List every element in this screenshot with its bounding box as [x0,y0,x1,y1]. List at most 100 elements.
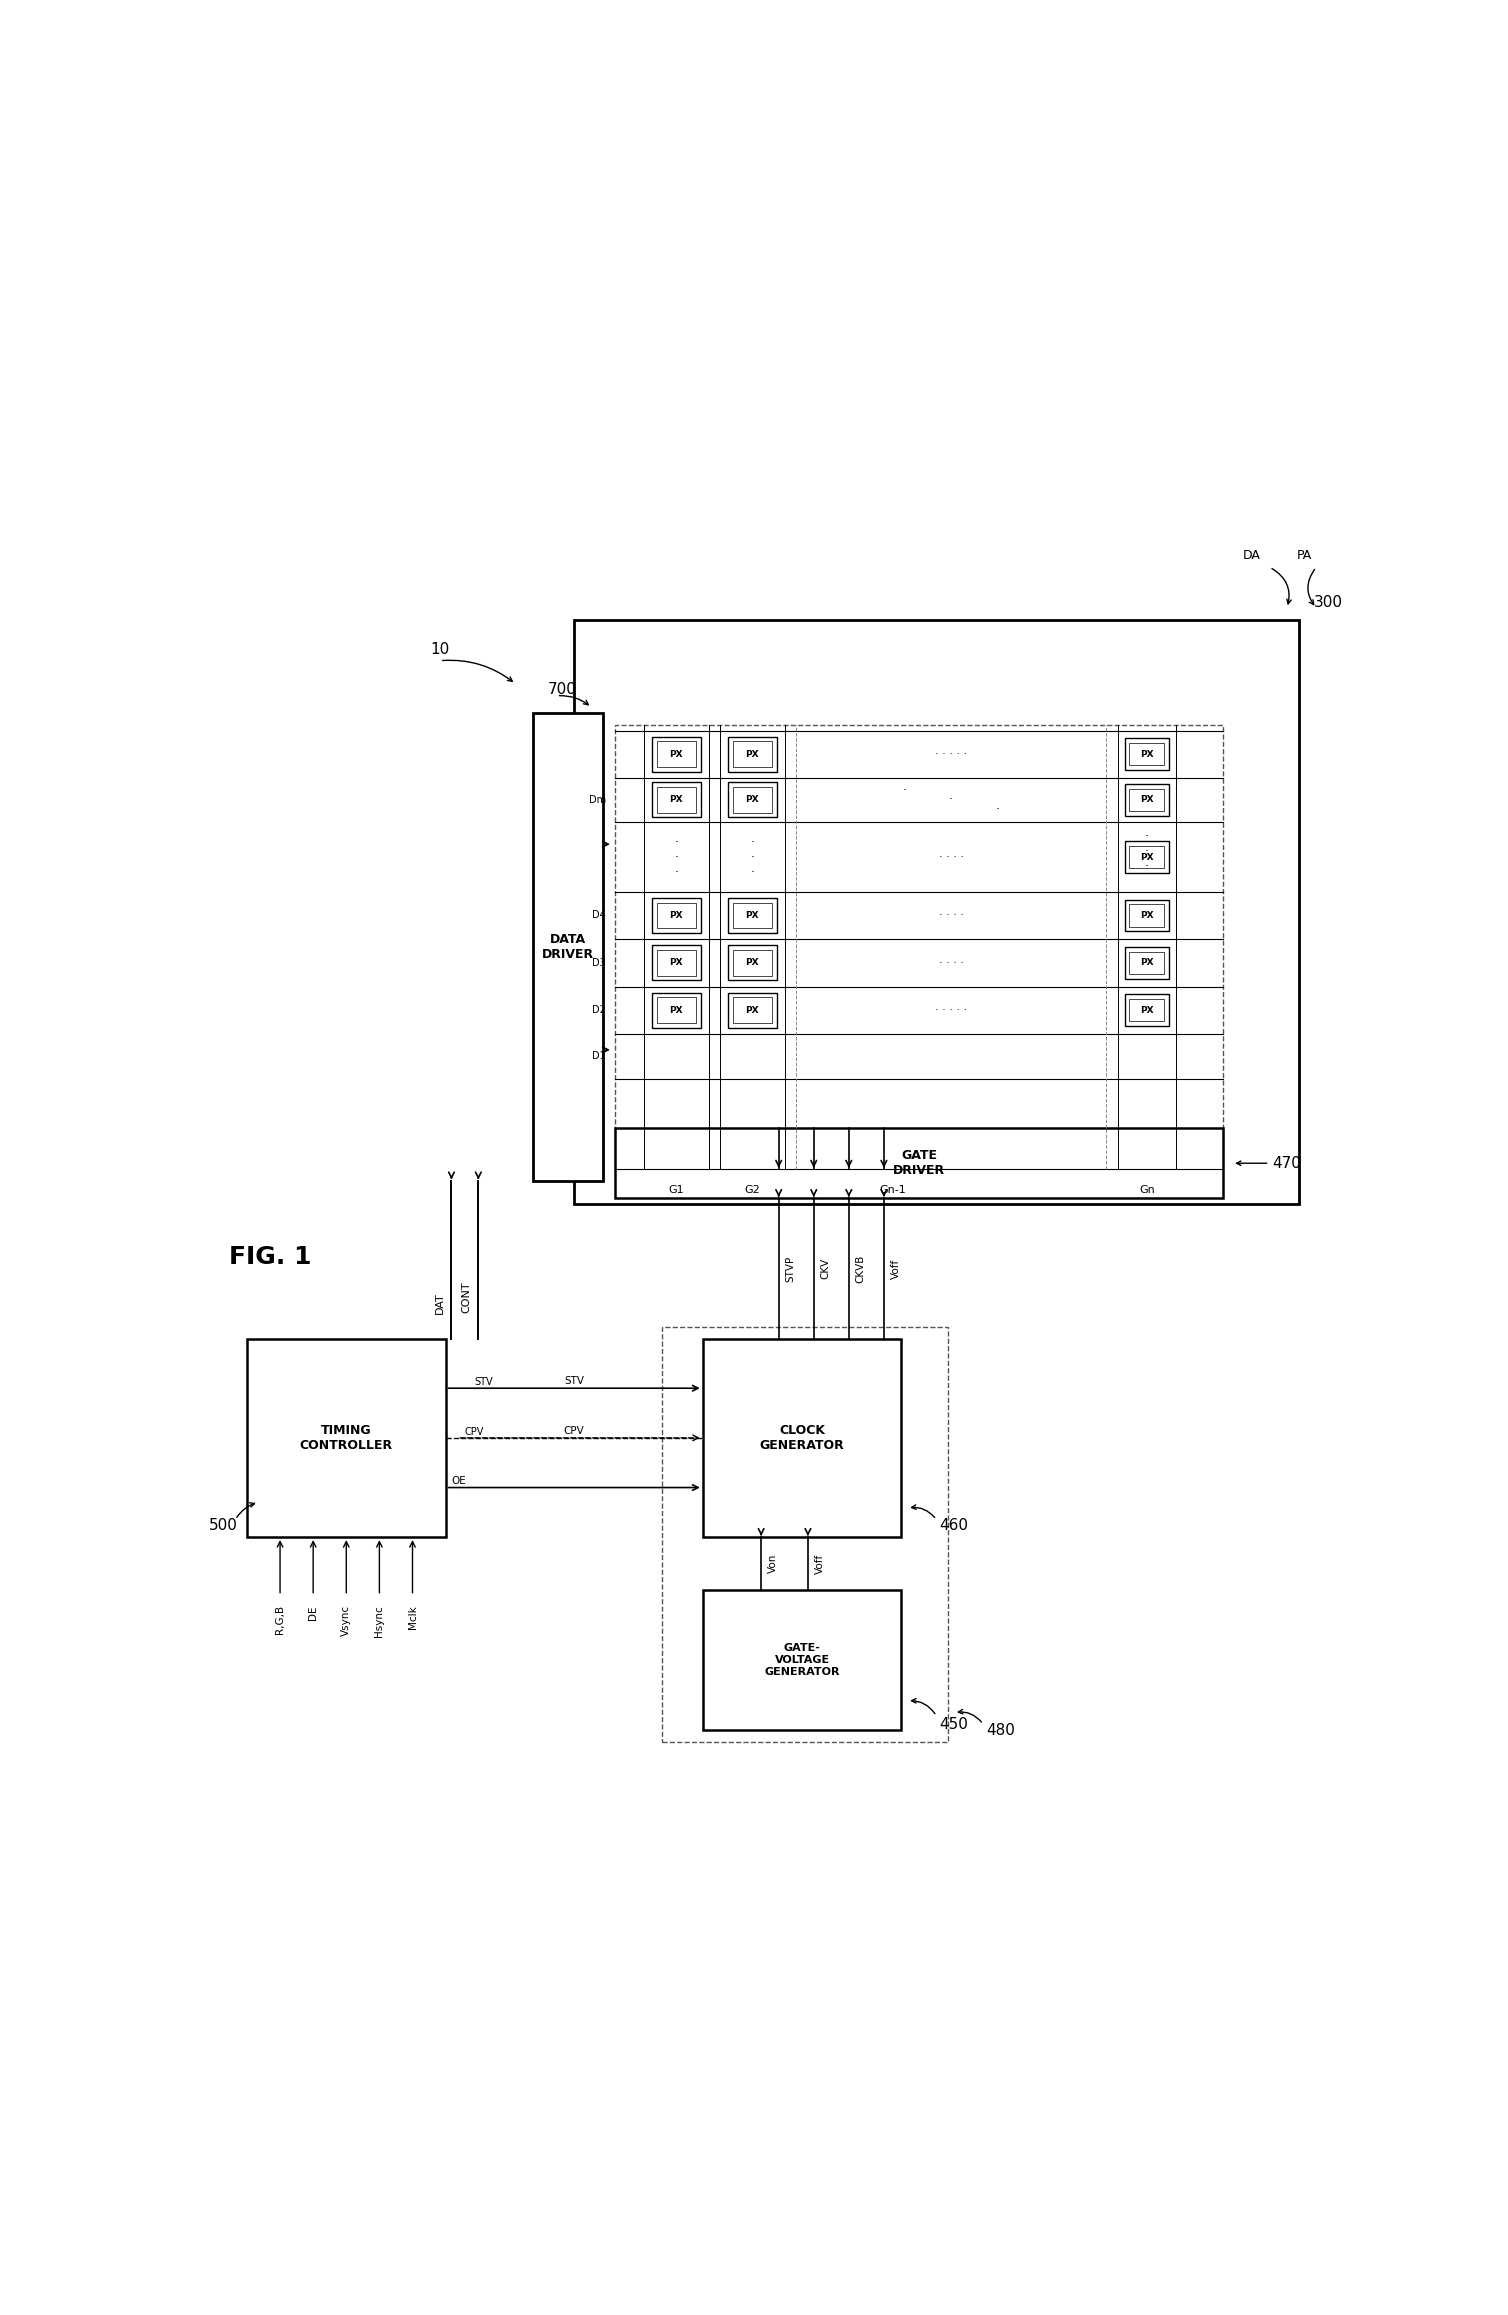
Text: PX: PX [670,796,683,803]
Text: · · · · ·: · · · · · [935,1005,967,1016]
Bar [615,725,1223,1169]
Bar [247,1338,446,1537]
Bar [703,1590,902,1729]
Bar [656,949,697,975]
Text: ·
·
·: · · · [1145,831,1149,873]
Bar [733,787,772,813]
Text: 480: 480 [986,1722,1015,1739]
Text: CPV: CPV [464,1426,484,1438]
Bar [1125,738,1169,771]
Bar [656,741,697,766]
Text: 10: 10 [430,641,449,657]
Text: Hsync: Hsync [374,1604,385,1637]
Text: FIG. 1: FIG. 1 [229,1245,312,1269]
Bar [733,949,772,975]
Bar [1125,840,1169,873]
Text: PX: PX [1140,958,1154,968]
Text: PX: PX [745,958,759,968]
Bar [1129,845,1164,868]
Bar [575,620,1298,1204]
Text: PX: PX [1140,1005,1154,1014]
Text: CPV: CPV [564,1426,585,1435]
Text: STV: STV [564,1375,584,1387]
Text: PX: PX [745,796,759,803]
Bar [733,998,772,1023]
Bar [662,1326,949,1741]
Text: GATE-
VOLTAGE
GENERATOR: GATE- VOLTAGE GENERATOR [765,1644,840,1676]
Text: STVP: STVP [786,1255,796,1283]
Text: ·: · [949,794,953,806]
Bar [728,736,777,771]
Text: CONT: CONT [461,1283,472,1313]
Bar [615,1127,1223,1199]
Text: 460: 460 [939,1519,968,1533]
Text: G1: G1 [668,1185,685,1195]
Bar [1125,785,1169,815]
Text: 300: 300 [1313,595,1342,609]
Text: PX: PX [1140,852,1154,861]
Text: DE: DE [308,1604,318,1620]
Text: Vsync: Vsync [341,1604,351,1637]
Text: 450: 450 [939,1718,968,1732]
Bar [728,945,777,979]
Text: R,G,B: R,G,B [274,1604,285,1634]
Text: Gn: Gn [1139,1185,1155,1195]
Text: 500: 500 [210,1519,238,1533]
Text: PA: PA [1297,549,1312,563]
Text: Voff: Voff [891,1259,900,1278]
Bar [651,945,701,979]
Bar [728,993,777,1028]
Bar [703,1338,902,1537]
Text: ·
·
·: · · · [674,836,679,880]
Text: D2: D2 [591,1005,606,1016]
Text: G2: G2 [745,1185,760,1195]
Text: ·
·
·: · · · [751,836,754,880]
Bar [733,741,772,766]
Bar [1129,789,1164,810]
Bar [656,998,697,1023]
Text: · · · ·: · · · · [938,852,964,861]
Bar [656,903,697,928]
Text: Gn-1: Gn-1 [879,1185,906,1195]
Text: PX: PX [1140,912,1154,919]
Text: OE: OE [451,1475,466,1486]
Bar [1125,901,1169,931]
Bar [728,898,777,933]
Bar [733,903,772,928]
Bar [1125,995,1169,1026]
Bar [1129,1000,1164,1021]
Text: D3: D3 [593,958,606,968]
Text: PX: PX [1140,796,1154,803]
Text: Mclk: Mclk [407,1604,418,1630]
Bar [1129,905,1164,926]
Text: PX: PX [1140,750,1154,759]
Text: DAT: DAT [434,1292,445,1315]
Text: DA: DA [1243,549,1261,563]
Text: GATE
DRIVER: GATE DRIVER [893,1148,946,1178]
Text: PX: PX [670,750,683,759]
Text: STV: STV [475,1377,493,1387]
Text: DATA
DRIVER: DATA DRIVER [543,933,594,961]
Text: CKV: CKV [820,1257,831,1280]
Text: D1: D1 [593,1051,606,1060]
Text: PX: PX [745,912,759,919]
Text: · · · ·: · · · · [938,958,964,968]
Text: Dm: Dm [588,794,606,806]
Text: PX: PX [670,958,683,968]
Text: PX: PX [745,1005,759,1014]
Text: 470: 470 [1273,1155,1301,1171]
Text: · · · ·: · · · · [938,910,964,921]
Text: Voff: Voff [814,1553,825,1574]
Text: 700: 700 [547,683,578,697]
Bar [656,787,697,813]
Bar [534,713,603,1181]
Bar [651,898,701,933]
Bar [1125,947,1169,979]
Bar [728,782,777,817]
Bar [651,993,701,1028]
Text: · · · · ·: · · · · · [935,750,967,759]
Bar [651,736,701,771]
Bar [1129,951,1164,975]
Text: PX: PX [745,750,759,759]
Text: CLOCK
GENERATOR: CLOCK GENERATOR [760,1424,844,1452]
